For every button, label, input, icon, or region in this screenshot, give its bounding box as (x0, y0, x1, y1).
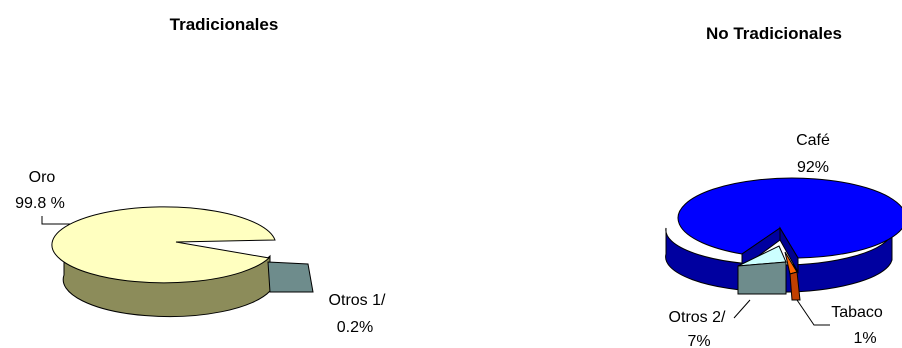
label-otros1-value: 0.2% (337, 319, 373, 336)
label-oro-name: Oro (29, 169, 56, 186)
label-otros1-name: Otros 1/ (329, 292, 386, 309)
label-cafe-value: 92% (797, 159, 829, 176)
slice-otros1 (267, 261, 314, 293)
slice-cafe-top (677, 177, 902, 259)
label-tabaco-name: Tabaco (831, 304, 883, 321)
slice-cafe-notch-wall-right (779, 226, 799, 274)
slice-cafe-side (665, 227, 893, 293)
slice-tabaco-side (789, 271, 801, 301)
label-tabaco-value: 1% (853, 330, 876, 347)
label-otros2-name: Otros 2/ (669, 309, 726, 326)
label-otros2-value: 7% (687, 333, 710, 348)
label-cafe-name: Café (796, 132, 830, 149)
leader-line-otros2 (733, 299, 751, 319)
leader-line-oro (41, 216, 70, 225)
chart-title-tradicionales: Tradicionales (170, 15, 279, 34)
chart-title-no-tradicionales: No Tradicionales (706, 24, 842, 43)
leader-line-tabaco (796, 299, 830, 326)
pie-no-tradicionales: Café 92% Tabaco 1% Otros 2/ 7% (665, 132, 902, 348)
pie-tradicionales: Oro 99.8 % Otros 1/ 0.2% (15, 169, 386, 336)
slice-otros2-side (737, 261, 787, 295)
label-oro-value: 99.8 % (15, 195, 65, 212)
slice-oro-top (51, 206, 276, 284)
